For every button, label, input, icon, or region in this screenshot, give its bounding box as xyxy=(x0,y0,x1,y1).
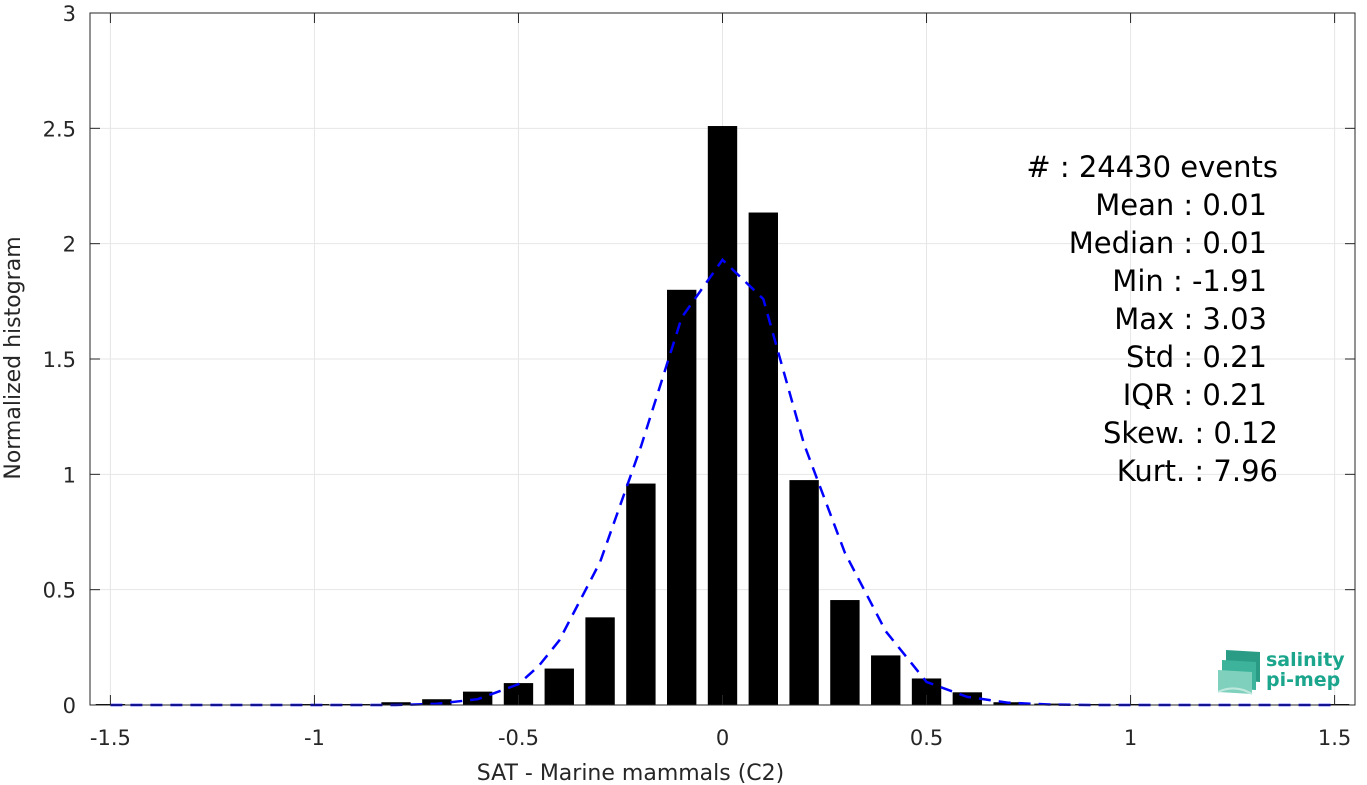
x-tick-label: -0.5 xyxy=(498,726,539,750)
y-tick-label: 0.5 xyxy=(43,579,76,603)
histogram-bar xyxy=(830,600,860,705)
histogram-bar xyxy=(789,480,819,705)
y-tick-label: 1.5 xyxy=(43,348,76,372)
histogram-bar xyxy=(952,692,983,705)
ticks xyxy=(90,12,1355,706)
stats-events: # : 24430 events xyxy=(1026,150,1278,184)
tick-labels: -1.5 -1 -0.5 0 0.5 1 1.5 0 0.5 1 1.5 2 2.5 3 xyxy=(43,2,1352,750)
y-tick-label: 2.5 xyxy=(43,117,76,141)
histogram-bar xyxy=(748,212,778,705)
stats-min: Min : -1.91 xyxy=(1112,264,1267,298)
histogram-bar xyxy=(544,668,574,705)
histogram-bar xyxy=(707,126,738,705)
histogram-bar xyxy=(667,289,697,705)
x-tick-label: -1 xyxy=(304,726,325,750)
histogram-bar xyxy=(381,702,411,705)
x-tick-label: 0 xyxy=(716,726,729,750)
bars xyxy=(95,126,1350,705)
stats-iqr: IQR : 0.21 xyxy=(1123,378,1267,412)
stats-mean: Mean : 0.01 xyxy=(1095,188,1267,222)
logo-wave-icon xyxy=(1217,650,1260,695)
x-tick-label: 1.5 xyxy=(1318,726,1351,750)
y-tick-label: 1 xyxy=(63,463,76,487)
y-tick-label: 2 xyxy=(63,233,76,257)
histogram-bar xyxy=(585,617,615,705)
histogram-bar xyxy=(422,699,452,705)
stats-median: Median : 0.01 xyxy=(1069,226,1267,260)
salinity-pi-mep-logo: salinity pi-mep xyxy=(1217,649,1345,695)
logo-text-pimep: pi-mep xyxy=(1266,669,1340,691)
y-axis-title: Normalized histogram xyxy=(1,236,26,479)
logo-text-salinity: salinity xyxy=(1266,649,1345,671)
histogram-bar xyxy=(503,683,534,705)
x-axis-title: SAT - Marine mammals (C2) xyxy=(477,761,785,785)
x-tick-label: 0.5 xyxy=(910,726,943,750)
y-tick-label: 0 xyxy=(63,694,76,718)
histogram-bar xyxy=(626,483,656,705)
x-tick-label: -1.5 xyxy=(90,726,131,750)
histogram-bar xyxy=(871,655,901,705)
stats-annotation: # : 24430 events Mean : 0.01 Median : 0.… xyxy=(1026,150,1278,488)
stats-skew: Skew. : 0.12 xyxy=(1103,416,1278,450)
y-tick-label: 3 xyxy=(63,2,76,26)
stats-kurt: Kurt. : 7.96 xyxy=(1117,454,1278,488)
stats-max: Max : 3.03 xyxy=(1114,302,1267,336)
stats-std: Std : 0.21 xyxy=(1126,340,1267,374)
x-tick-label: 1 xyxy=(1124,726,1137,750)
